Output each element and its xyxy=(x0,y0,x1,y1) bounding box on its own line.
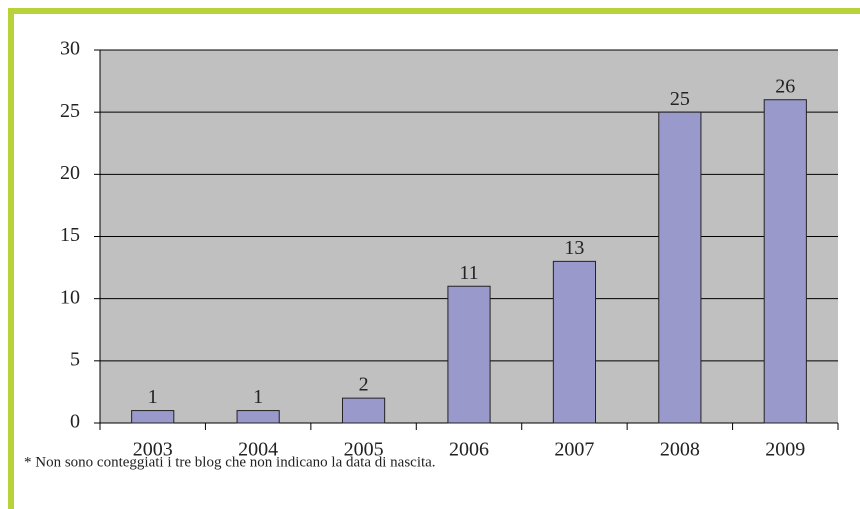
y-tick-label: 20 xyxy=(60,162,80,184)
bar xyxy=(658,111,702,424)
data-label: 25 xyxy=(670,88,690,110)
x-tick-label: 2005 xyxy=(344,439,384,461)
y-tick-label: 15 xyxy=(60,224,80,246)
x-tick-label: 2004 xyxy=(238,439,278,461)
bar xyxy=(236,410,280,424)
frame-left xyxy=(8,8,14,509)
bar xyxy=(763,99,807,424)
bar xyxy=(131,410,175,424)
data-label: 2 xyxy=(359,374,369,396)
y-tick-label: 5 xyxy=(70,348,80,370)
data-label: 13 xyxy=(564,237,584,259)
data-label: 1 xyxy=(253,386,263,408)
y-tick-label: 0 xyxy=(70,411,80,433)
x-tick-label: 2007 xyxy=(554,439,594,461)
x-tick-label: 2006 xyxy=(449,439,489,461)
y-tick-label: 10 xyxy=(60,286,80,308)
data-label: 11 xyxy=(459,262,478,284)
frame-top xyxy=(8,8,860,14)
bar xyxy=(447,285,491,424)
bar xyxy=(341,397,386,424)
x-tick-label: 2008 xyxy=(660,439,700,461)
bar xyxy=(552,260,597,424)
x-tick-label: 2009 xyxy=(765,439,805,461)
x-tick-label: 2003 xyxy=(133,439,173,461)
data-label: 1 xyxy=(148,386,158,408)
y-tick-label: 30 xyxy=(60,38,80,60)
data-label: 26 xyxy=(775,75,795,97)
y-tick-label: 25 xyxy=(60,100,80,122)
footnote: * Non sono conteggiati i tre blog che no… xyxy=(24,454,436,470)
